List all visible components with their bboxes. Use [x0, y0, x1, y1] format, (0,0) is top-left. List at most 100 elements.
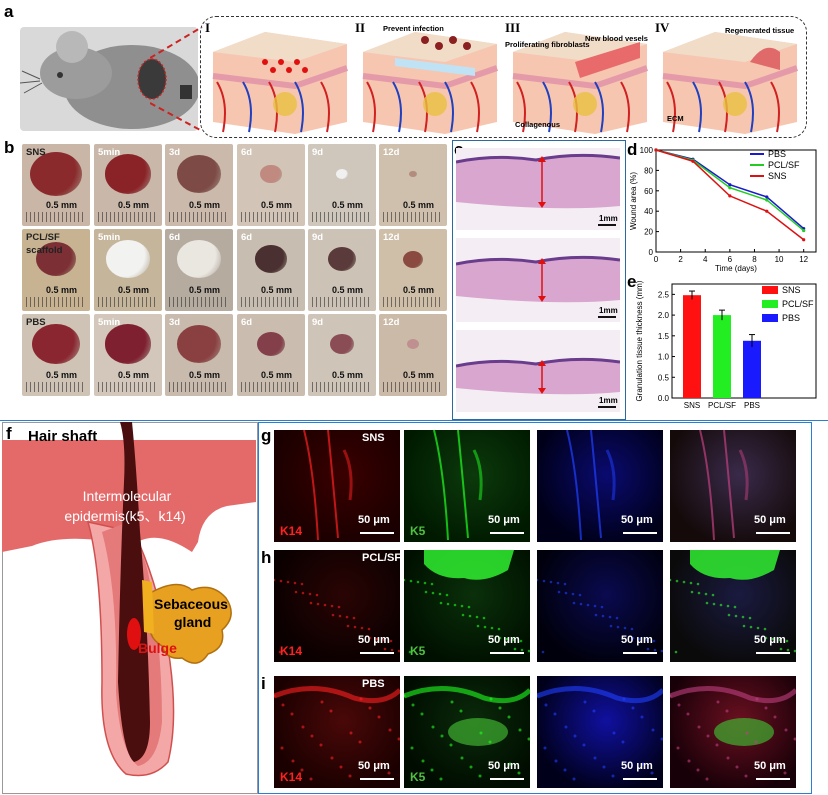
micrograph: 50 μm — [670, 430, 796, 542]
legend-label: PCL/SF — [768, 160, 800, 170]
stain-pattern — [537, 686, 663, 781]
wound-photo: 0.5 mm 12d — [379, 229, 447, 311]
micro-scale-bar — [623, 778, 657, 780]
stage-annotation: Proliferating fibroblasts — [505, 40, 590, 49]
micro-scale-bar — [360, 532, 394, 534]
scale-label: 0.5 mm — [118, 370, 150, 380]
wound-area — [36, 242, 76, 276]
y-axis-label: Wound area (%) — [629, 172, 638, 230]
scale-label: 0.5 mm — [403, 200, 435, 210]
wound-photo: 0.5 mm 6d — [237, 144, 305, 226]
data-point — [765, 209, 769, 213]
time-label: 5min — [98, 232, 121, 243]
micro-scale-bar — [756, 778, 790, 780]
x-tick-label: SNS — [684, 401, 700, 410]
data-point — [728, 194, 732, 198]
panel-label-e: e — [627, 272, 637, 291]
y-tick-label: 2.0 — [658, 311, 670, 320]
micro-scale-bar — [756, 532, 790, 534]
time-label: PBS — [26, 317, 46, 328]
wound-area — [105, 324, 151, 364]
y-axis-label: Granulation tissue thickness (mm) — [635, 280, 644, 401]
micro-scale-label: 50 μm — [621, 514, 653, 526]
data-point — [765, 195, 769, 199]
stage-numeral: II — [355, 20, 366, 35]
wound-area — [407, 338, 419, 350]
wound-photo: 0.5 mm 9d — [308, 314, 376, 396]
data-point — [802, 228, 806, 233]
time-label: 9d — [312, 317, 324, 328]
time-label: 6d — [241, 232, 253, 243]
time-label: 12d — [383, 317, 400, 328]
ruler — [312, 297, 372, 307]
micro-scale-bar — [360, 778, 394, 780]
micrograph: K5 50 μm — [404, 550, 530, 662]
stain-pattern — [433, 430, 483, 541]
wound-area-chart: 0 2 4 6 8 10 12 0 20 40 60 80 100 Time (days) Wound ar… — [629, 146, 817, 273]
data-point — [765, 198, 769, 202]
panel-label-a: a — [4, 2, 14, 21]
y-tick-label: 1.0 — [658, 353, 670, 362]
x-tick-label: 2 — [678, 255, 683, 264]
stage-annotation: Collagenous — [515, 120, 561, 129]
wound-area — [32, 323, 80, 365]
stage-3: III Proliferating fibroblasts New blood ve… — [505, 20, 650, 134]
panel-label-g: g — [261, 426, 272, 445]
micrograph: K14 50 μm SNS — [274, 430, 400, 542]
data-point — [728, 183, 732, 187]
scale-label: 0.5 mm — [261, 285, 293, 295]
tissue-section — [456, 357, 620, 408]
group-label-2: scaffold — [26, 245, 63, 256]
wound-area — [177, 155, 221, 193]
histology-scale: 1mm — [599, 306, 618, 315]
wound-area — [330, 333, 354, 355]
scale-label: 0.5 mm — [118, 285, 150, 295]
stain-pattern — [537, 578, 663, 654]
stain-pattern — [670, 686, 796, 781]
wound-area — [106, 240, 150, 278]
micro-scale-label: 50 μm — [358, 514, 390, 526]
hair-follicle-diagram — [2, 422, 256, 777]
micro-scale-label: 50 μm — [488, 514, 520, 526]
wound-photo: 0.5 mm 9d — [308, 144, 376, 226]
micro-scale-label: 50 μm — [488, 634, 520, 646]
micro-scale-bar — [490, 532, 524, 534]
ruler — [383, 382, 443, 392]
histology-frame — [452, 140, 626, 420]
wound-photo: 0.5 mm 12d — [379, 144, 447, 226]
micro-scale-bar — [490, 652, 524, 654]
stain-pattern — [566, 430, 616, 541]
wound-photo: 0.5 mm 9d — [308, 229, 376, 311]
scale-label: 0.5 mm — [46, 370, 78, 380]
stain-pattern — [404, 550, 530, 654]
wound-area — [409, 170, 417, 178]
y-tick-label: 1.5 — [658, 332, 670, 341]
scale-label: 0.5 mm — [261, 200, 293, 210]
time-label: 6d — [169, 232, 181, 243]
wound-photo: 0.5 mm 5min — [94, 144, 162, 226]
wound-photo: 0.5 mm PBS — [22, 314, 90, 396]
wound-area — [177, 325, 221, 363]
wound-area — [403, 250, 423, 268]
histology-section: 1mm — [456, 330, 620, 412]
micro-scale-label: 50 μm — [621, 760, 653, 772]
time-label: 5min — [98, 317, 121, 328]
ruler — [241, 382, 301, 392]
wound-area — [260, 164, 282, 184]
time-label: 12d — [383, 147, 400, 158]
x-tick-label: 4 — [703, 255, 708, 264]
time-label: 9d — [312, 147, 324, 158]
time-label: 6d — [241, 317, 253, 328]
tissue-section — [456, 255, 620, 318]
wound-photo: 0.5 mm PCL/SF scaffold — [22, 229, 90, 311]
scale-label: 0.5 mm — [403, 370, 435, 380]
legend-label: PBS — [782, 313, 800, 323]
skin-illustration — [512, 32, 648, 134]
time-label: 5min — [98, 147, 121, 158]
stage-annotation: Prevent infection — [383, 24, 444, 33]
wound-area — [30, 151, 82, 197]
y-tick-label: 80 — [644, 166, 653, 175]
legend-label: SNS — [768, 171, 787, 181]
wound-photo: 0.5 mm 6d — [237, 314, 305, 396]
wound-area — [336, 168, 348, 180]
